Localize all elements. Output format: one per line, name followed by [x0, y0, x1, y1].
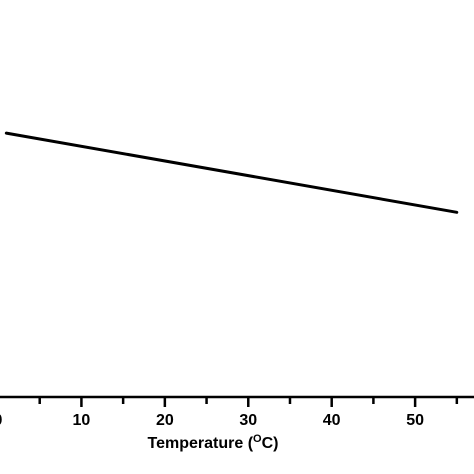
x-axis-title: Temperature (OC)	[148, 433, 279, 452]
x-axis-title-prefix: Temperature (	[148, 435, 254, 452]
x-axis-title-superscript: O	[253, 433, 262, 445]
x-axis: 0 10 20 30 40 50	[0, 395, 474, 429]
series-line	[4, 131, 459, 214]
x-tick-label: 50	[406, 412, 424, 429]
x-tick-label: 30	[239, 412, 257, 429]
x-tick-label: 20	[156, 412, 174, 429]
x-axis-title-suffix: C)	[262, 435, 279, 452]
series-layer	[4, 131, 459, 214]
x-tick-label: 40	[323, 412, 341, 429]
x-tick-label: 10	[73, 412, 91, 429]
x-tick-label: 0	[0, 412, 3, 429]
